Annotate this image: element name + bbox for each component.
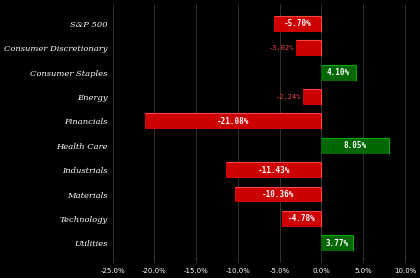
Text: -5.70%: -5.70% — [284, 19, 312, 28]
Bar — [235, 187, 321, 202]
Text: -10.36%: -10.36% — [262, 190, 294, 199]
Bar — [296, 40, 321, 56]
Bar — [321, 65, 356, 81]
Text: 8.05%: 8.05% — [344, 141, 367, 150]
Bar — [226, 162, 321, 178]
Bar — [274, 16, 321, 32]
Bar — [321, 235, 353, 251]
Text: -11.43%: -11.43% — [257, 166, 290, 175]
Text: -3.02%: -3.02% — [269, 45, 294, 51]
Bar — [145, 113, 321, 129]
Text: 3.77%: 3.77% — [326, 239, 349, 248]
Text: -4.78%: -4.78% — [288, 214, 315, 224]
Text: -2.24%: -2.24% — [276, 94, 301, 100]
Bar — [303, 89, 321, 105]
Bar — [281, 211, 321, 227]
Text: 4.10%: 4.10% — [327, 68, 350, 77]
Text: -21.08%: -21.08% — [217, 117, 249, 126]
Bar — [321, 138, 389, 154]
